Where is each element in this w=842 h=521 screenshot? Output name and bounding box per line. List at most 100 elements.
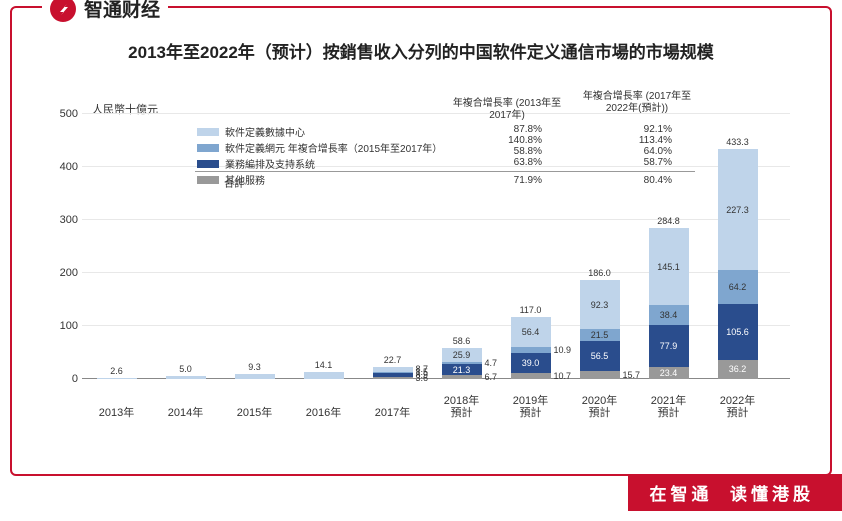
bar-segment: 39.0 [511,353,551,374]
bar-segment-label: 227.3 [718,205,758,215]
cagr-value: 92.1% [612,124,672,135]
cagr-value: 140.8% [482,135,542,146]
bar-total-label: 2.6 [97,366,137,376]
bar-segment-side-label: 15.7 [623,370,641,380]
cagr-value: 58.8% [482,146,542,157]
bar-segment: 21.5 [580,329,620,340]
bar-segment-side-label: 8.7 [416,364,429,374]
bar-segment-label: 105.6 [718,327,758,337]
legend-swatch [197,176,219,184]
y-tick: 400 [52,161,78,173]
bar-segment-side-label: 4.7 [485,358,498,368]
x-tick: 2019年 預計 [501,395,561,419]
footer-bar: 在智通 读懂港股 [628,474,842,511]
bar-segment-label: 21.3 [442,365,482,375]
content-frame: 智通财经 2013年至2022年（预计）按銷售收入分列的中国软件定义通信市場的市… [10,6,832,476]
bar-segment [442,375,482,379]
cagr-header-2: 年複合增長率 (2017年至 2022年(預計)) [577,91,697,115]
y-tick: 500 [52,108,78,120]
bar-segment-label: 39.0 [511,358,551,368]
chart-area: 人民幣十億元 0100200300400500 2013年2014年2015年2… [52,88,790,419]
bar-total-label: 186.0 [580,268,620,278]
bar-segment-label: 36.2 [718,364,758,374]
cagr-value: 58.7% [612,157,672,168]
bar-total-label: 433.3 [718,137,758,147]
bar-segment [511,373,551,379]
bar-segment: 25.9 [442,348,482,362]
bar-segment-label: 92.3 [580,300,620,310]
chart-title: 2013年至2022年（预计）按銷售收入分列的中国软件定义通信市場的市場规模 [12,38,830,63]
cagr-value: 87.8% [482,124,542,135]
bar-segment: 38.4 [649,305,689,325]
legend-item: 軟件定義數據中心 [197,124,442,139]
cagr-total-2: 80.4% [612,175,672,186]
x-tick: 2022年 預計 [708,395,768,419]
legend-swatch [197,160,219,168]
bar-segment: 227.3 [718,149,758,269]
bar-segment-label: 56.4 [511,327,551,337]
legend-label: 軟件定義網元 年複合增長率（2015年至2017年） [225,140,442,155]
bar-total-label: 284.8 [649,216,689,226]
legend-label: 軟件定義數據中心 [225,124,305,139]
bar-segment [580,371,620,379]
footer-left: 在智通 [650,485,713,504]
x-tick: 2020年 預計 [570,395,630,419]
bar-segment-label: 21.5 [580,330,620,340]
bar-segment [373,367,413,372]
bar-segment: 64.2 [718,270,758,304]
bar-segment: 21.3 [442,364,482,375]
x-tick: 2017年 [363,407,423,419]
bar-segment-label: 64.2 [718,282,758,292]
cagr-value: 63.8% [482,157,542,168]
bar-segment-label: 77.9 [649,341,689,351]
bar-segment: 56.4 [511,317,551,347]
brand-logo-wrap: 智通财经 [42,0,168,22]
bar-total-label: 9.3 [235,362,275,372]
x-tick: 2018年 預計 [432,395,492,419]
bar-segment [373,372,413,377]
cagr-value: 113.4% [612,135,672,146]
bar-segment-label: 38.4 [649,310,689,320]
cagr-value: 64.0% [612,146,672,157]
bar-segment-label: 23.4 [649,368,689,378]
bar-segment-side-label: 10.7 [554,371,572,381]
y-tick: 100 [52,320,78,332]
bar-segment-label: 56.5 [580,351,620,361]
legend-total-label: 合計 [224,175,244,190]
bar-segment: 36.2 [718,360,758,379]
y-tick: 0 [52,373,78,385]
footer: 在智通 读懂港股 [628,474,842,511]
bar-segment-label: 145.1 [649,262,689,272]
bar-segment: 77.9 [649,325,689,366]
bar-total-label: 22.7 [373,355,413,365]
x-tick: 2013年 [87,407,147,419]
y-axis-unit: 人民幣十億元 [92,101,158,117]
footer-right: 读懂港股 [730,485,814,504]
bar-segment [373,377,413,379]
bar-segment-side-label: 10.9 [554,345,572,355]
bar-total-label: 117.0 [511,305,551,315]
x-tick: 2015年 [225,407,285,419]
x-tick: 2014年 [156,407,216,419]
brand-logo-text: 智通财经 [84,0,160,22]
bar-segment: 92.3 [580,280,620,329]
x-tick: 2021年 預計 [639,395,699,419]
legend-label: 業務編排及支持系统 [225,156,315,171]
bar-segment [373,372,413,373]
legend-item: 軟件定義網元 年複合增長率（2015年至2017年） [197,140,442,155]
bar-segment: 23.4 [649,367,689,379]
bar-total-label: 58.6 [442,336,482,346]
bar-segment: 56.5 [580,341,620,371]
y-tick: 200 [52,267,78,279]
legend-divider [195,171,695,172]
x-tick: 2016年 [294,407,354,419]
brand-logo-icon [50,0,76,22]
bar-segment-side-label: 6.7 [485,372,498,382]
bar-segment [511,347,551,353]
legend-swatch [197,128,219,136]
cagr-header-1: 年複合增長率 (2013年至2017年) [447,98,567,122]
bar-segment: 105.6 [718,304,758,360]
bar-total-label: 14.1 [304,360,344,370]
cagr-total-1: 71.9% [482,175,542,186]
legend-swatch [197,144,219,152]
